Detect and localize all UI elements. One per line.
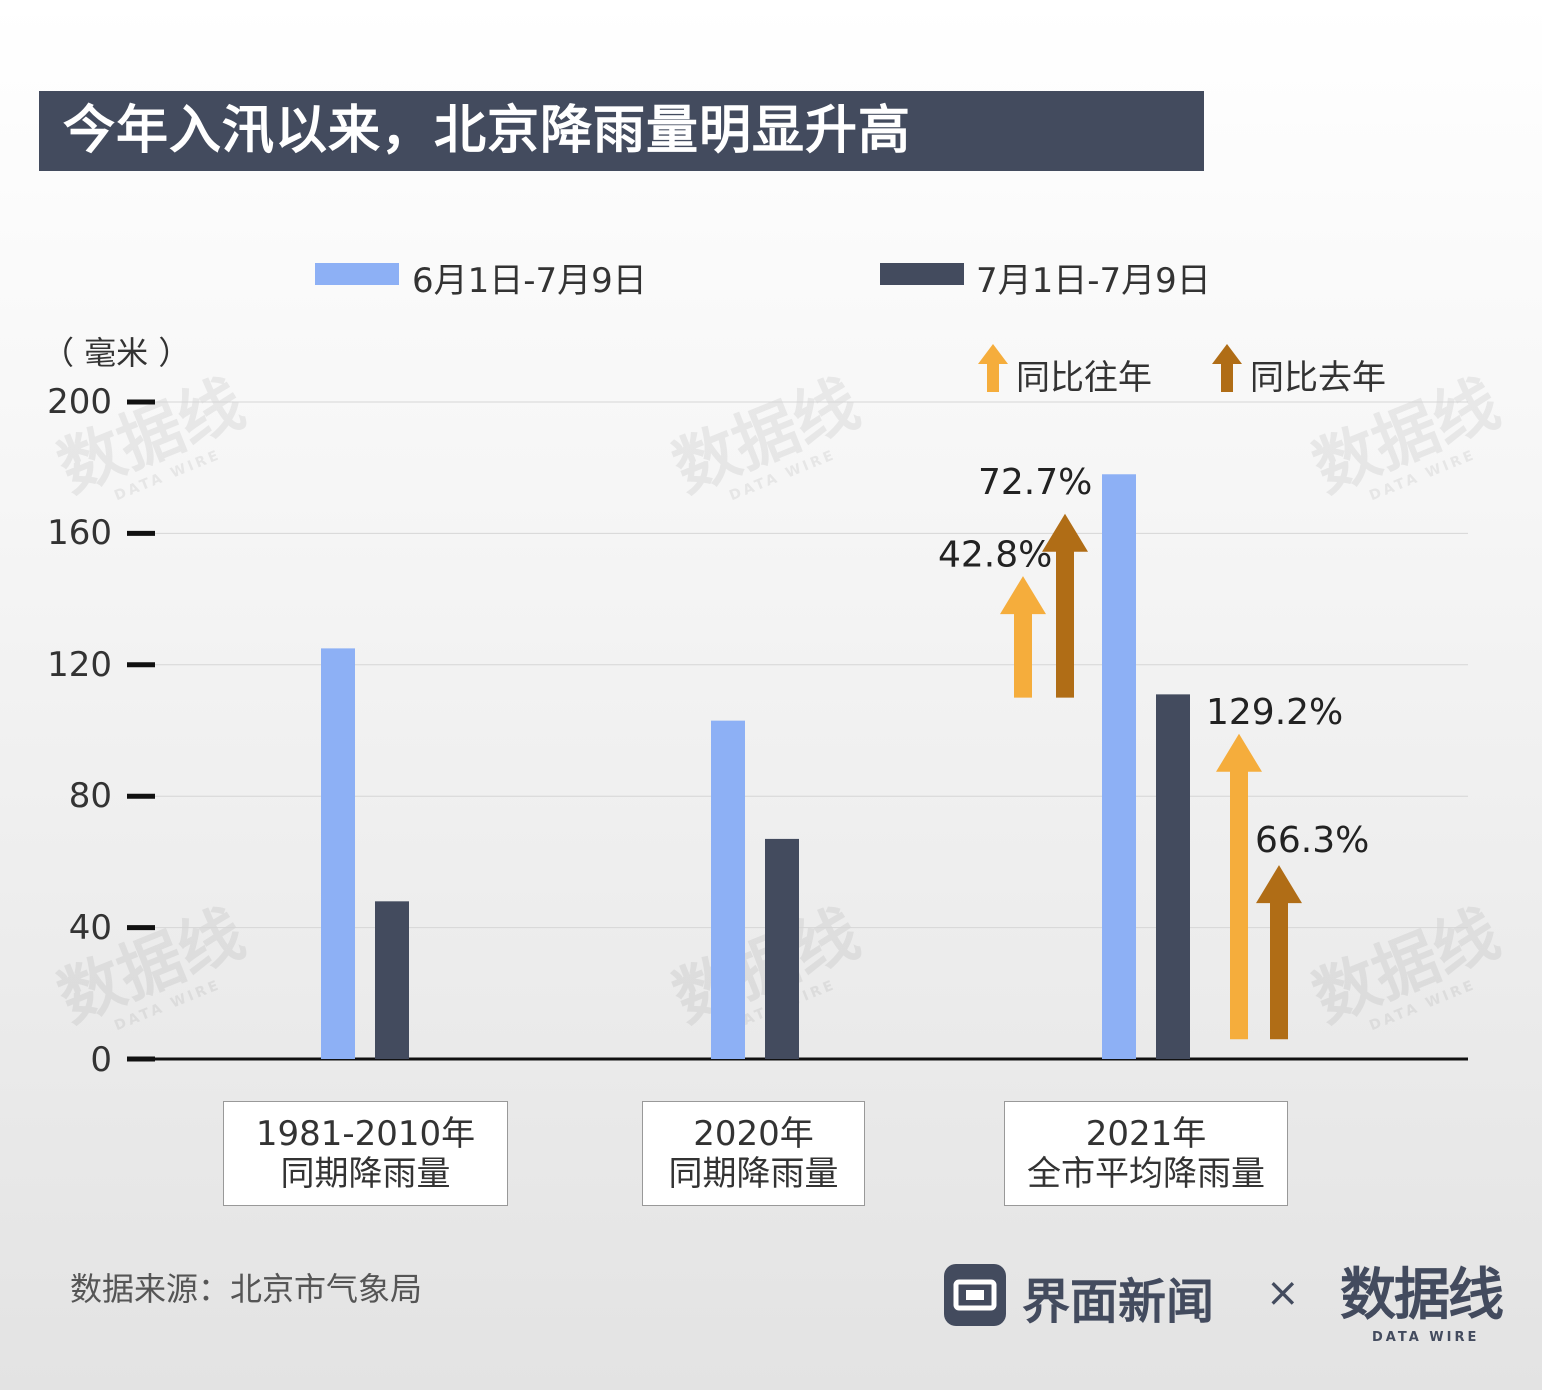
x-category-line2: 同期降雨量 — [668, 1154, 839, 1194]
legend-label-series2: 7月1日-7月9日 — [976, 261, 1211, 301]
legend-swatch-series2 — [880, 263, 964, 285]
collab-separator: × — [1266, 1270, 1300, 1316]
y-axis-unit: （ 毫米 ） — [42, 334, 191, 372]
y-tick-label: 120 — [47, 645, 112, 685]
y-tick-label: 40 — [68, 908, 112, 948]
growth-label: 72.7% — [978, 462, 1092, 503]
growth-label: 66.3% — [1255, 820, 1369, 861]
growth-arrow — [1256, 865, 1302, 1040]
bar — [1156, 694, 1190, 1059]
legend-arrow-past-years-icon — [978, 344, 1008, 392]
legend-label-series1: 6月1日-7月9日 — [412, 261, 647, 301]
data-source: 数据来源：北京市气象局 — [70, 1270, 423, 1308]
bar — [1102, 474, 1136, 1059]
growth-label: 129.2% — [1206, 692, 1343, 733]
x-category-line2: 全市平均降雨量 — [1027, 1154, 1265, 1194]
growth-arrow — [1216, 733, 1262, 1040]
legend-label-last-year: 同比去年 — [1250, 358, 1386, 398]
chart-title: 今年入汛以来，北京降雨量明显升高 — [39, 91, 1204, 171]
bar-chart: 42.8% 72.7% 129.2% 66.3% — [127, 399, 1468, 1062]
x-category-line1: 1981-2010年 — [255, 1114, 476, 1154]
y-tick-label: 160 — [47, 513, 112, 553]
legend-arrow-last-year-icon — [1212, 344, 1242, 392]
legend-label-past-years: 同比往年 — [1016, 358, 1152, 398]
bar — [711, 720, 745, 1059]
data-wire-logo-subtitle: DATA WIRE — [1372, 1330, 1480, 1345]
data-wire-logo: 数据线 — [1340, 1263, 1504, 1328]
y-tick-label: 80 — [68, 776, 112, 816]
x-category-label: 1981-2010年 同期降雨量 — [223, 1101, 508, 1206]
bar — [321, 648, 355, 1059]
growth-label: 42.8% — [938, 534, 1052, 575]
bar — [765, 838, 799, 1059]
x-category-line2: 同期降雨量 — [280, 1154, 451, 1194]
y-tick-label: 0 — [90, 1040, 112, 1080]
x-category-line1: 2020年 — [693, 1114, 814, 1154]
x-category-label: 2021年 全市平均降雨量 — [1004, 1101, 1288, 1206]
x-category-line1: 2021年 — [1085, 1114, 1207, 1154]
jiemian-logo-icon — [944, 1264, 1006, 1326]
legend-swatch-series1 — [315, 263, 399, 285]
growth-arrow — [1000, 576, 1046, 698]
x-category-label: 2020年 同期降雨量 — [642, 1101, 865, 1206]
bar — [375, 901, 409, 1059]
growth-arrow — [1042, 513, 1088, 698]
brand-name: 界面新闻 — [1022, 1274, 1215, 1330]
y-tick-label: 200 — [47, 382, 112, 422]
